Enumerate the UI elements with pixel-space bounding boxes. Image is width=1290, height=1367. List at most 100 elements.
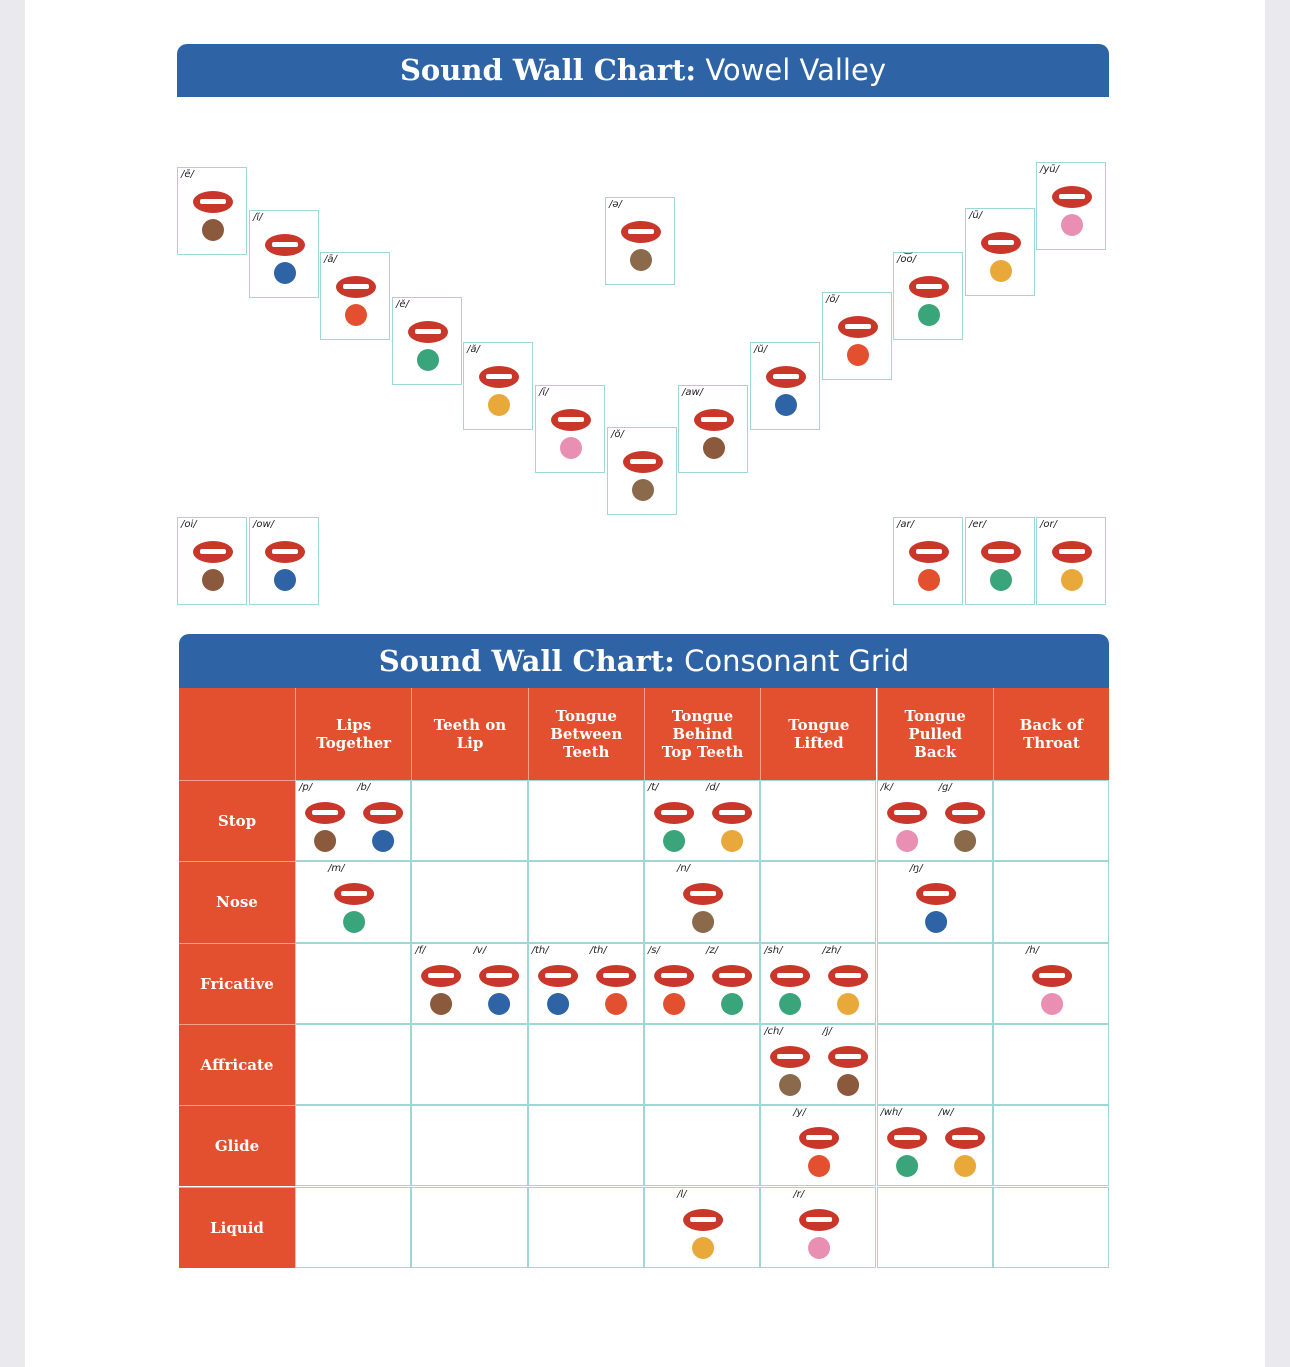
sound-label: /ā/ [324,254,337,265]
row-header: Fricative [179,942,295,1024]
illustration [1052,186,1092,236]
illustration [193,541,233,591]
grid-cell [760,780,877,862]
sound-label: /sh/ [764,944,783,956]
title-bold: Sound Wall Chart: [378,644,675,678]
grid-cell: /f/ /v/ [411,942,528,1024]
sound-label: /ī/ [539,387,549,398]
title-rest: Consonant Grid [684,644,910,678]
vowel-card: /ŏ/ [607,427,677,515]
illustration [265,541,305,591]
row-header: Affricate [179,1023,295,1106]
illustration [799,1208,840,1259]
vowel-card: /ar/ [893,517,963,605]
illustration [766,366,806,416]
vowel-card: /ĭ/ [249,210,319,298]
row-header: Liquid [179,1186,295,1268]
grid-cell [295,1186,412,1268]
vowel-card: /er/ [965,517,1035,605]
illustration [799,1127,840,1178]
grid-cell: /s/ /z/ [643,942,761,1024]
column-header: Tongue Pulled Back [876,688,993,780]
sound-label: /t/ [647,782,659,793]
sound-label: /m/ [328,863,345,875]
page: Sound Wall Chart: Vowel Valley Sound Wal… [25,0,1265,1367]
grid-cell [643,1105,761,1187]
illustration [770,1045,811,1096]
grid-cell [992,780,1110,862]
illustration [944,1127,985,1178]
sound-label: /w/ [938,1107,954,1119]
sound-label: /n/ [676,863,691,875]
grid-cell: /k/ /g/ [876,780,993,862]
illustration [1052,541,1092,591]
corner [179,688,295,780]
illustration [363,802,404,852]
sound-label: /er/ [969,519,987,530]
grid-cell [411,861,528,943]
title-rest: Vowel Valley [705,53,886,87]
grid-cell: /h/ [992,942,1110,1024]
sound-label: /ch/ [764,1025,783,1037]
vowel-card: /ā/ [320,252,390,340]
sound-label: /th/ [531,944,549,956]
row-header: Stop [179,780,295,862]
illustration [909,276,949,326]
grid-cell [992,1105,1110,1187]
illustration [694,409,734,459]
sound-label: /wh/ [880,1107,902,1119]
illustration [683,883,724,934]
vowel-banner: Sound Wall Chart: Vowel Valley [177,44,1109,97]
sound-label: /s/ [647,944,660,956]
sound-label: /ē/ [181,169,194,180]
vowel-card: /ū/ [965,208,1035,296]
illustration [408,321,448,371]
grid-cell: /wh/ /w/ [876,1105,993,1187]
illustration [421,964,462,1015]
sound-label: /ĭ/ [253,212,263,223]
sound-label: /f/ [415,944,426,956]
grid-cell [992,861,1110,943]
sound-label: /ŏ/ [611,429,624,440]
grid-cell: /t/ /d/ [643,780,761,862]
vowel-card: /ī/ [535,385,605,473]
grid-cell [411,1105,528,1187]
illustration [653,802,694,852]
row-header: Glide [179,1105,295,1187]
grid-cell: /sh/ /zh/ [760,942,877,1024]
illustration [838,316,878,366]
sound-label: /ow/ [253,519,275,530]
sound-label: /or/ [1040,519,1057,530]
sound-label: /ū/ [969,210,983,221]
grid-cell [527,1023,644,1106]
illustration [712,964,753,1015]
grid-cell [295,1023,412,1106]
illustration [479,964,520,1015]
column-header: Lips Together [295,688,412,780]
grid-cell: /n/ [643,861,761,943]
sound-label: /g/ [938,782,952,793]
illustration [653,964,694,1015]
illustration [479,366,519,416]
grid-cell [527,1105,644,1187]
grid-cell [876,1023,993,1106]
sound-label: /ŭ/ [754,344,768,355]
sound-label: /b/ [357,782,371,793]
grid-cell [527,1186,644,1268]
illustration [712,802,753,852]
grid-cell [876,942,993,1024]
grid-cell: /y/ [760,1105,877,1187]
vowel-card: /ă/ [463,342,533,430]
row-header: Nose [179,861,295,943]
sound-label: /o͝o/ [897,254,916,265]
grid-cell: /ŋ/ [876,861,993,943]
column-header: Teeth on Lip [411,688,528,780]
sound-label: /ă/ [467,344,480,355]
sound-label: /d/ [706,782,720,793]
sound-label: /y/ [793,1107,806,1119]
sound-label: /oi/ [181,519,197,530]
grid-cell [295,1105,412,1187]
column-header: Tongue Between Teeth [527,688,644,780]
illustration [770,964,811,1015]
illustration [909,541,949,591]
